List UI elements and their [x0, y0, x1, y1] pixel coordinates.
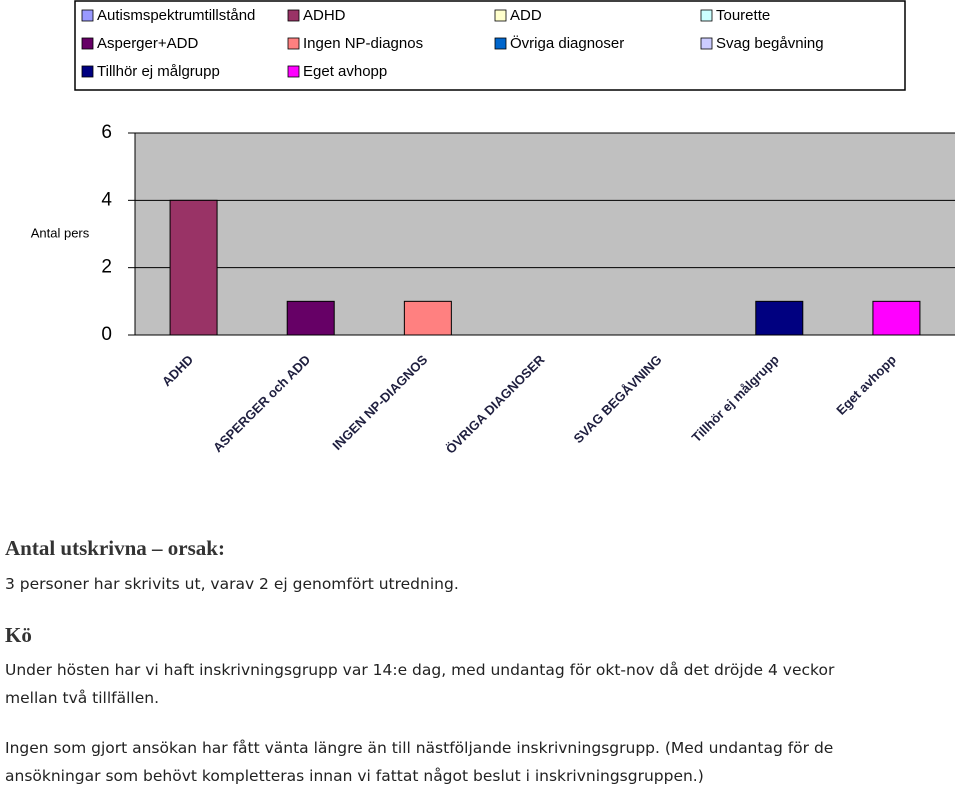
x-tick-label: SVAG BEGÅVNING [570, 352, 664, 446]
x-tick-label: Eget avhopp [833, 352, 899, 418]
legend-swatch [494, 37, 507, 50]
legend-label: ADHD [303, 7, 346, 24]
legend-swatch [287, 65, 300, 78]
legend-swatch [81, 9, 94, 22]
paragraph: 3 personer har skrivits ut, varav 2 ej g… [5, 575, 459, 593]
paragraph: Under hösten har vi haft inskrivningsgru… [5, 661, 835, 707]
y-tick-label: 4 [101, 189, 112, 210]
y-axis-label: Antal pers [31, 225, 90, 240]
y-tick-label: 0 [101, 324, 112, 345]
legend-label: Tourette [716, 7, 770, 24]
bar [872, 300, 921, 336]
legend-label: Asperger+ADD [97, 35, 198, 52]
legend-box [74, 0, 906, 91]
legend-label: Övriga diagnoser [510, 34, 624, 52]
bar [169, 199, 218, 336]
legend-swatch [287, 9, 300, 22]
legend-swatch [700, 37, 713, 50]
legend-label: Ingen NP-diagnos [303, 35, 423, 52]
legend-label: ADD [510, 7, 542, 24]
legend-swatch [700, 9, 713, 22]
legend-label: Tillhör ej målgrupp [97, 63, 220, 80]
legend-swatch [81, 37, 94, 50]
legend-label: Eget avhopp [303, 63, 387, 80]
x-tick-label: INGEN NP-DIAGNOS [329, 352, 430, 453]
legend-label: Autismspektrumtillstånd [97, 7, 255, 24]
x-tick-label: ÖVRIGA DIAGNOSER [443, 352, 548, 457]
bar [755, 300, 804, 336]
bar [286, 300, 335, 336]
x-tick-label: Tillhör ej målgrupp [689, 352, 782, 445]
plot-area [135, 133, 955, 335]
chart: Antal pers Autismspektrumtillstånd ADHD AD… [31, 0, 955, 457]
heading: Antal utskrivna – orsak: [5, 536, 225, 560]
heading: Kö [5, 623, 32, 647]
paragraph: Ingen som gjort ansökan har fått vänta l… [5, 739, 834, 785]
y-tick-label: 2 [101, 257, 112, 278]
bar [403, 300, 452, 336]
legend-swatch [287, 37, 300, 50]
x-tick-label: ASPERGER och ADD [210, 352, 313, 455]
legend-swatch [81, 65, 94, 78]
x-tick-label: ADHD [159, 352, 196, 389]
legend-label: Svag begåvning [716, 35, 824, 52]
y-tick-label: 6 [101, 122, 112, 143]
legend-swatch [494, 9, 507, 22]
